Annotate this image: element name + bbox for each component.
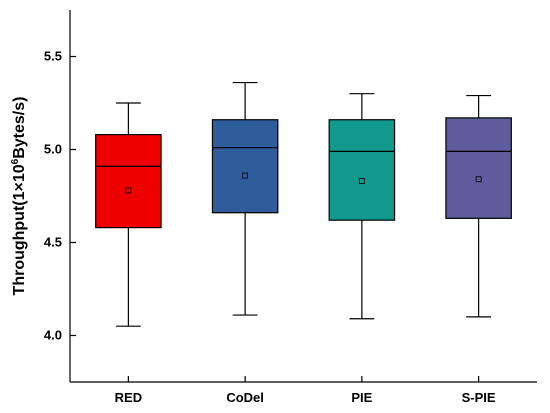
mean-marker (475, 176, 482, 183)
box-group-pie (328, 93, 396, 320)
box-group-red (95, 102, 162, 327)
y-axis-title: Throughput(1×106Bytes/s) (10, 97, 28, 296)
x-tick-label-red: RED (115, 390, 142, 405)
box-group-codel (211, 81, 279, 316)
box-body (328, 119, 396, 221)
y-tick-label: 4.0 (44, 328, 62, 343)
mean-marker (358, 178, 365, 185)
y-axis-title-prefix: Throughput(1×10 (11, 164, 28, 295)
x-tick-label-codel: CoDel (226, 390, 264, 405)
mean-marker (125, 187, 132, 194)
y-tick-label: 4.5 (44, 235, 62, 250)
box-body (95, 134, 162, 229)
x-tick-label-pie: PIE (351, 390, 372, 405)
y-axis-title-exponent: 6 (10, 158, 21, 164)
y-tick-label: 5.5 (44, 49, 62, 64)
y-tick-label: 5.0 (44, 142, 62, 157)
y-axis-title-suffix: Bytes/s) (11, 97, 28, 159)
plot-area (95, 81, 512, 327)
mean-marker (242, 172, 249, 179)
x-tick-label-s-pie: S-PIE (462, 390, 496, 405)
axes: 4.0 4.5 5.0 5.5 RED CoDel PIE S-PIE (44, 10, 537, 405)
box-body (211, 119, 279, 214)
box-body (445, 117, 512, 219)
box-group-s-pie (445, 94, 512, 318)
